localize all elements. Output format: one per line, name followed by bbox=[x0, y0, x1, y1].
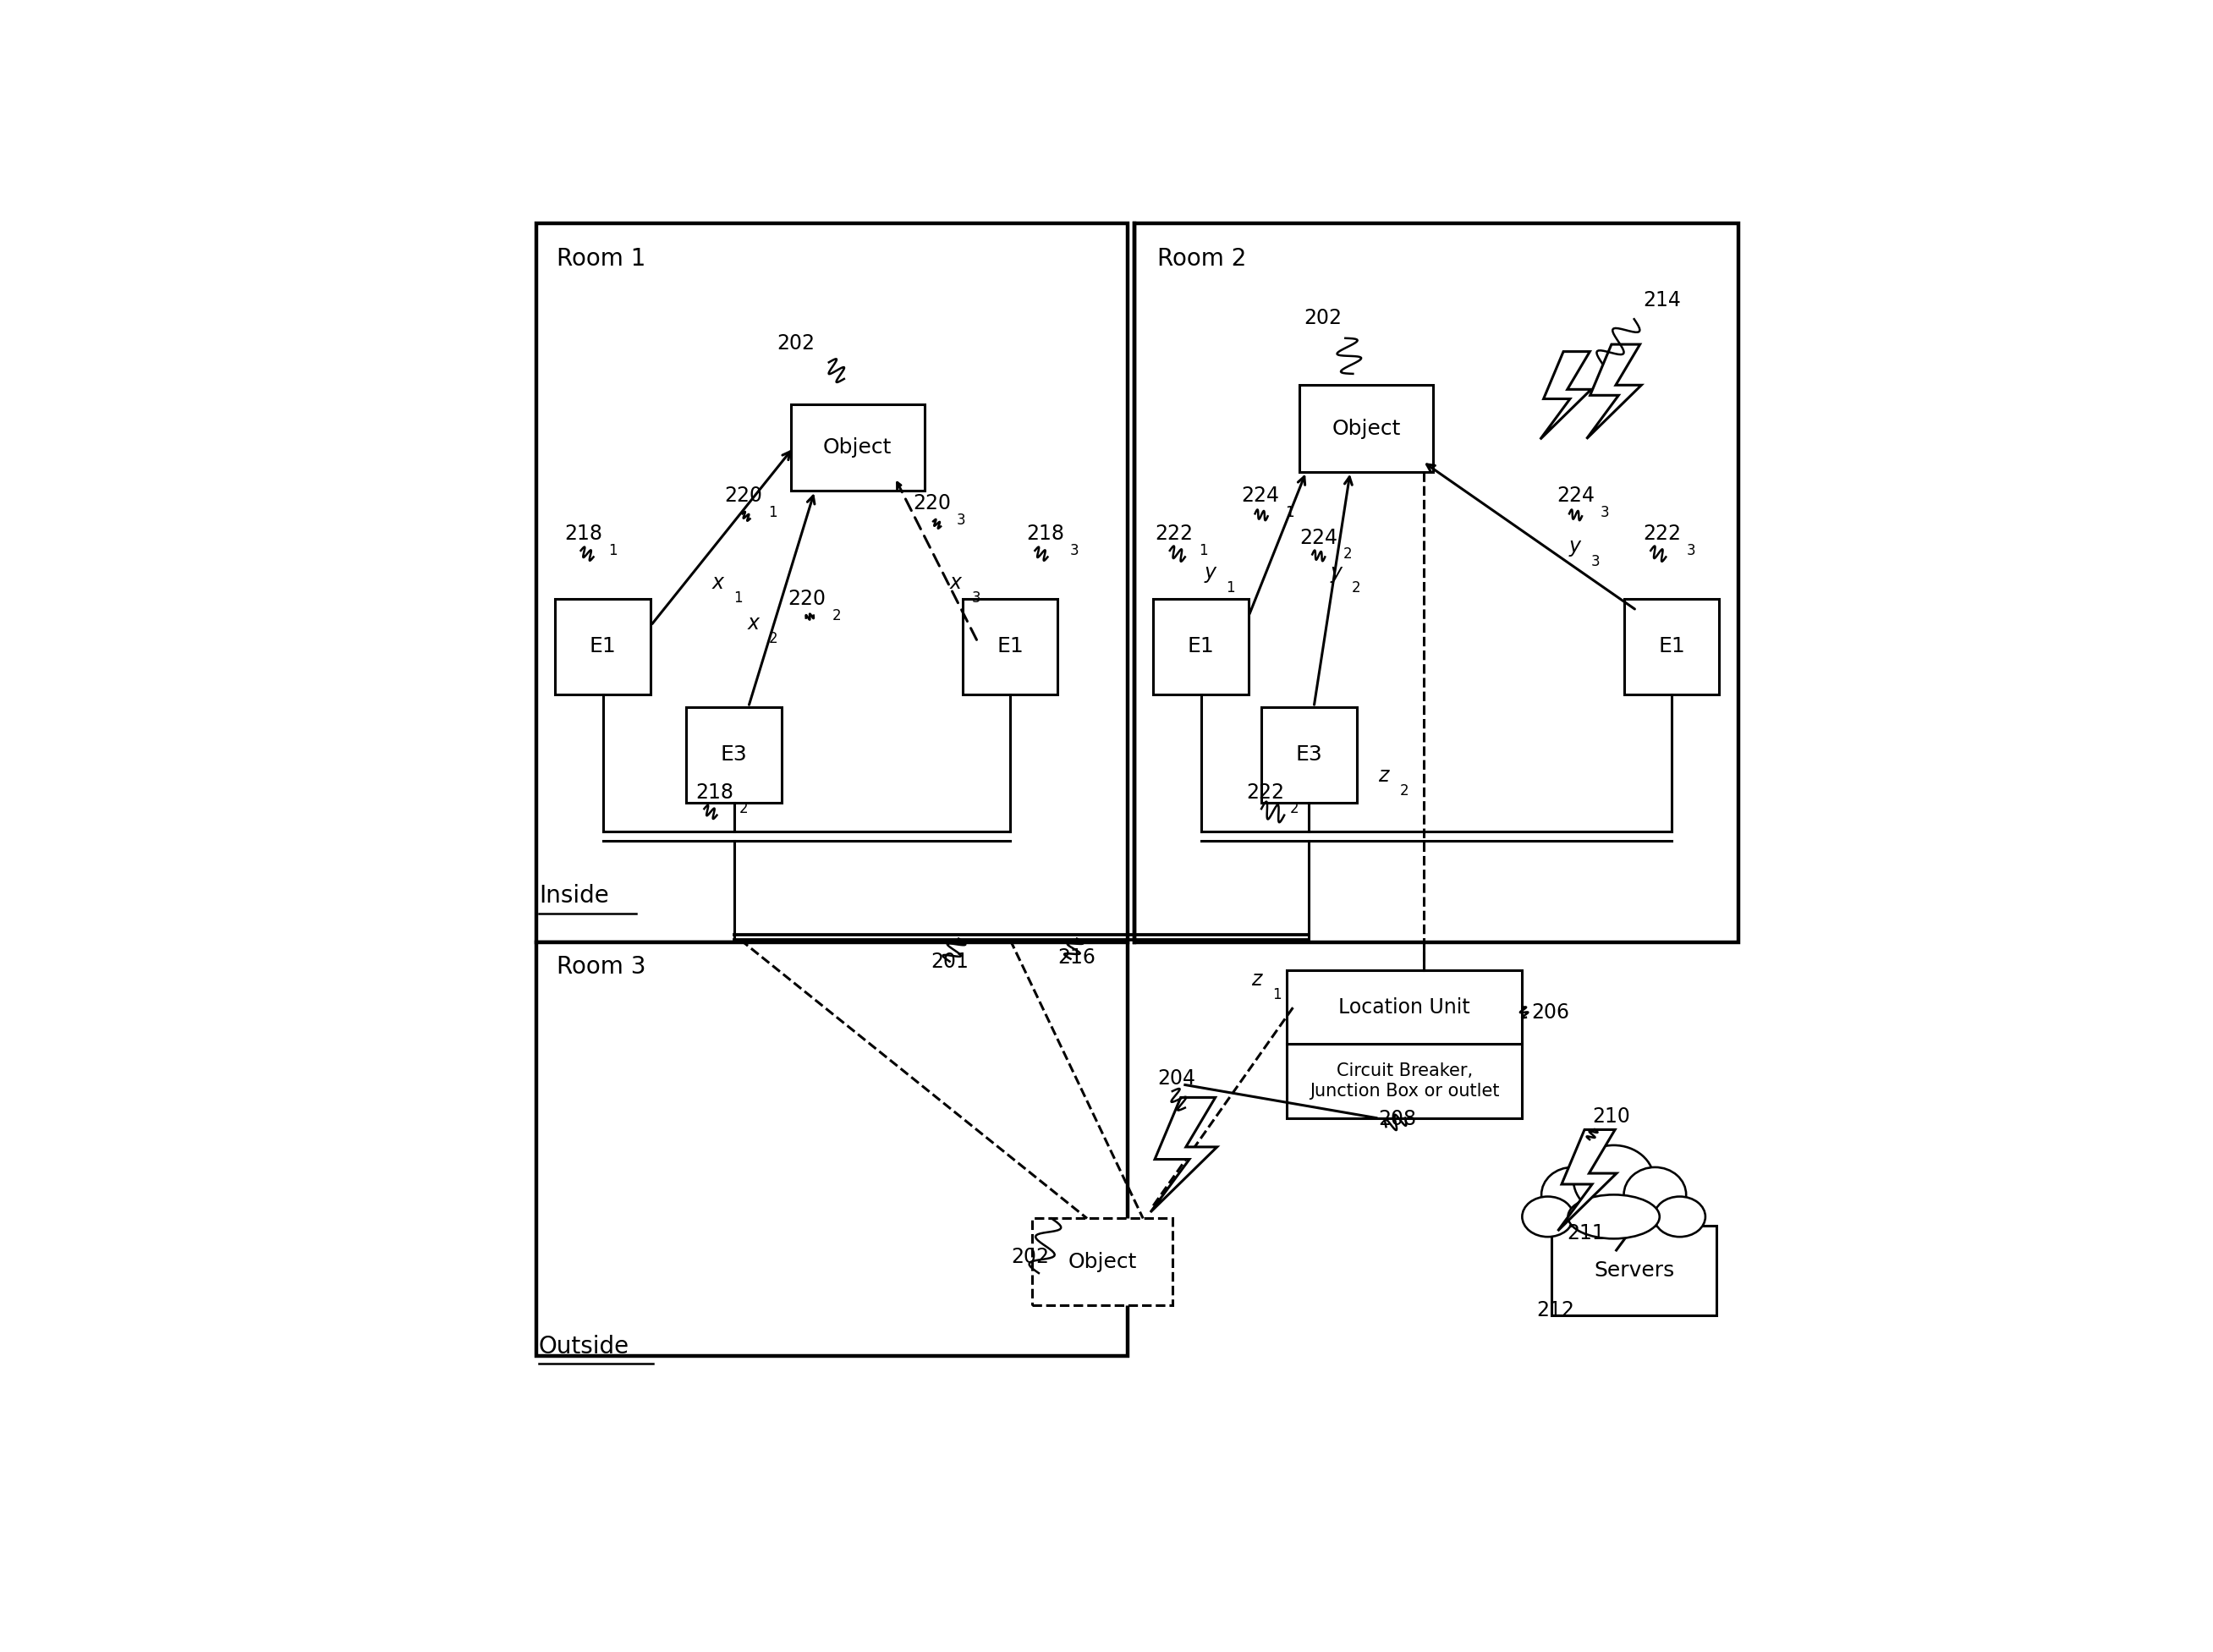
Ellipse shape bbox=[1573, 1145, 1653, 1214]
Bar bbox=[790, 405, 925, 491]
Polygon shape bbox=[1558, 1130, 1615, 1231]
Bar bbox=[1624, 600, 1720, 694]
Text: 222: 222 bbox=[1246, 781, 1284, 803]
Text: 1: 1 bbox=[1272, 986, 1281, 1003]
Text: 216: 216 bbox=[1058, 948, 1095, 968]
Text: 3: 3 bbox=[1591, 555, 1600, 570]
Text: Location Unit: Location Unit bbox=[1339, 998, 1469, 1018]
Text: 218: 218 bbox=[564, 524, 602, 544]
Text: E3: E3 bbox=[721, 745, 748, 765]
Text: 214: 214 bbox=[1642, 289, 1682, 311]
Text: 210: 210 bbox=[1591, 1107, 1631, 1127]
Text: Room 1: Room 1 bbox=[558, 246, 646, 271]
Text: 3: 3 bbox=[956, 512, 965, 527]
Text: y: y bbox=[1204, 562, 1215, 583]
Text: Circuit Breaker,
Junction Box or outlet: Circuit Breaker, Junction Box or outlet bbox=[1310, 1062, 1500, 1100]
Text: 220: 220 bbox=[724, 486, 763, 506]
Text: 1: 1 bbox=[609, 544, 617, 558]
Text: z: z bbox=[1379, 765, 1390, 786]
Text: Room 3: Room 3 bbox=[558, 955, 646, 978]
Text: Servers: Servers bbox=[1593, 1260, 1675, 1280]
Text: 206: 206 bbox=[1531, 1003, 1569, 1023]
Bar bbox=[1261, 707, 1357, 803]
Text: 2: 2 bbox=[1290, 801, 1299, 816]
Polygon shape bbox=[1587, 344, 1642, 439]
Text: 202: 202 bbox=[777, 334, 814, 354]
Text: 224: 224 bbox=[1299, 527, 1337, 548]
Bar bbox=[1299, 385, 1434, 472]
Bar bbox=[555, 600, 651, 694]
Bar bbox=[1153, 600, 1248, 694]
Bar bbox=[686, 707, 781, 803]
Text: E1: E1 bbox=[589, 636, 617, 657]
Text: 212: 212 bbox=[1536, 1300, 1573, 1320]
Polygon shape bbox=[1540, 352, 1591, 439]
Text: 2: 2 bbox=[832, 608, 841, 623]
Bar bbox=[1033, 1219, 1173, 1305]
Bar bbox=[536, 223, 1129, 942]
Text: 2: 2 bbox=[1343, 547, 1352, 562]
Text: 220: 220 bbox=[912, 494, 952, 514]
Text: 2: 2 bbox=[1401, 783, 1410, 798]
Ellipse shape bbox=[1653, 1196, 1706, 1237]
Text: Object: Object bbox=[1332, 418, 1401, 439]
Bar bbox=[1286, 1044, 1523, 1118]
Text: x: x bbox=[713, 572, 724, 593]
Text: E3: E3 bbox=[1295, 745, 1323, 765]
Text: y: y bbox=[1569, 537, 1580, 557]
Text: 218: 218 bbox=[1027, 524, 1064, 544]
Bar bbox=[1135, 223, 1739, 942]
Text: 224: 224 bbox=[1241, 486, 1279, 506]
Text: E1: E1 bbox=[1188, 636, 1215, 657]
Text: Object: Object bbox=[823, 438, 892, 458]
Text: 2: 2 bbox=[770, 631, 779, 646]
Text: 208: 208 bbox=[1379, 1108, 1416, 1130]
Text: 218: 218 bbox=[695, 781, 733, 803]
Text: 202: 202 bbox=[1303, 307, 1341, 329]
Bar bbox=[1286, 970, 1523, 1044]
Text: 201: 201 bbox=[932, 952, 969, 971]
Text: 1: 1 bbox=[1286, 506, 1295, 520]
Text: 3: 3 bbox=[1600, 506, 1609, 520]
Text: 202: 202 bbox=[1011, 1247, 1049, 1267]
Text: 1: 1 bbox=[1199, 544, 1208, 558]
Text: x: x bbox=[748, 613, 759, 633]
Text: 1: 1 bbox=[768, 506, 777, 520]
Text: 224: 224 bbox=[1556, 486, 1596, 506]
Text: 222: 222 bbox=[1155, 524, 1193, 544]
Text: 3: 3 bbox=[1069, 544, 1080, 558]
Text: x: x bbox=[949, 572, 960, 593]
Text: 2: 2 bbox=[739, 801, 748, 816]
Ellipse shape bbox=[1523, 1196, 1573, 1237]
Text: E1: E1 bbox=[996, 636, 1025, 657]
Ellipse shape bbox=[1624, 1168, 1686, 1222]
Text: 211: 211 bbox=[1567, 1224, 1604, 1244]
Text: Room 2: Room 2 bbox=[1157, 246, 1246, 271]
Text: 3: 3 bbox=[972, 590, 980, 605]
Text: Object: Object bbox=[1069, 1252, 1137, 1272]
Text: Outside: Outside bbox=[538, 1335, 628, 1358]
Text: 1: 1 bbox=[1226, 580, 1235, 595]
Text: 1: 1 bbox=[733, 590, 741, 605]
Ellipse shape bbox=[1569, 1194, 1660, 1239]
Text: E1: E1 bbox=[1658, 636, 1684, 657]
Ellipse shape bbox=[1542, 1168, 1604, 1222]
Text: 220: 220 bbox=[788, 588, 825, 610]
Text: z: z bbox=[1250, 970, 1261, 990]
Bar bbox=[536, 942, 1129, 1356]
Text: Inside: Inside bbox=[538, 884, 609, 909]
Text: 222: 222 bbox=[1642, 524, 1682, 544]
Bar bbox=[963, 600, 1058, 694]
Bar bbox=[1551, 1226, 1717, 1315]
Text: 3: 3 bbox=[1686, 544, 1695, 558]
Text: 2: 2 bbox=[1352, 580, 1361, 595]
Text: y: y bbox=[1330, 562, 1341, 583]
Text: 204: 204 bbox=[1157, 1069, 1195, 1089]
Polygon shape bbox=[1151, 1097, 1217, 1213]
